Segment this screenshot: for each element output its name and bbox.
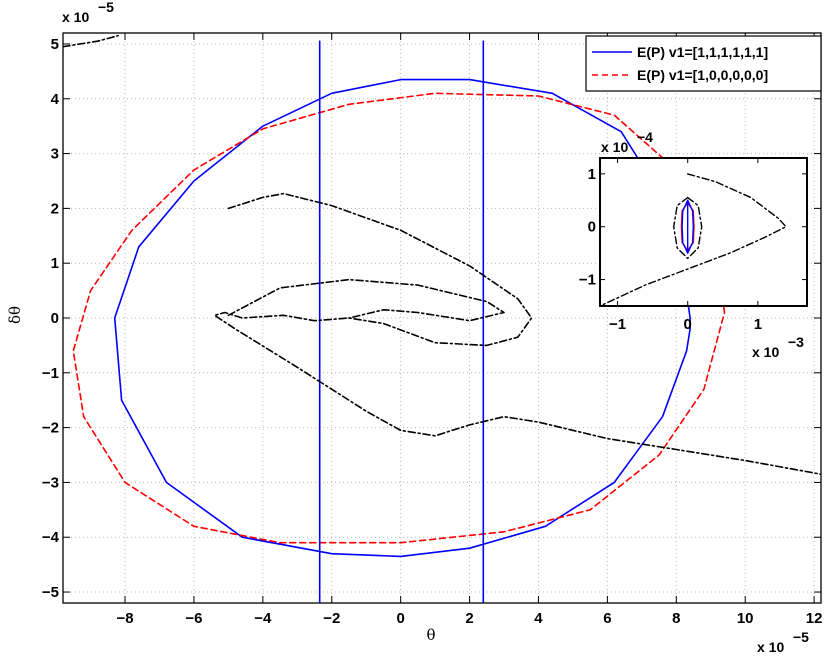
x-axis-label: θ: [426, 626, 435, 644]
inset-x-multiplier-label: x 10: [752, 344, 779, 360]
main-y-tick-label-4: −1: [42, 365, 59, 382]
inset-y-multiplier-exponent: −4: [637, 129, 653, 145]
x-multiplier-label: x 10: [757, 639, 784, 655]
main-x-tick-label-10: 12: [806, 610, 823, 627]
main-series-group: [63, 34, 821, 603]
y-axis-label: δθ: [6, 306, 24, 324]
inset-background: [600, 158, 807, 306]
inset-y-tick-label-2: 1: [588, 166, 596, 183]
inset-x-multiplier-exponent: −3: [788, 334, 804, 350]
main-axes-frame: [62, 32, 822, 604]
main-y-tick-label-9: 4: [51, 91, 60, 108]
inset-x-tick-label-2: 1: [754, 316, 762, 333]
main-y-tick-label-8: 3: [51, 146, 59, 163]
inset-y-multiplier-label: x 10: [601, 139, 628, 155]
inset-x-tick-label-0: −1: [609, 316, 626, 333]
main-x-tick-label-6: 4: [534, 610, 543, 627]
main-x-tick-label-5: 2: [465, 610, 473, 627]
x-multiplier-exponent: −5: [793, 629, 809, 645]
main-x-tick-label-2: −4: [254, 610, 272, 627]
main-x-tick-label-4: 0: [396, 610, 404, 627]
inset-y-tick-label-0: −1: [579, 272, 596, 289]
main-y-tick-label-6: 1: [51, 255, 59, 272]
legend: E(P) v1=[1,1,1,1,1,1] E(P) v1=[1,0,0,0,0…: [585, 35, 822, 92]
main-x-tick-label-8: 8: [672, 610, 680, 627]
main-plot-area: [63, 34, 821, 603]
y-multiplier-exponent: −5: [98, 0, 114, 15]
main-y-tick-label-2: −3: [42, 474, 59, 491]
main-y-tick-label-5: 0: [51, 310, 59, 327]
main-y-ticks: −5 −4 −3 −2 −1 0 1 2 3 4 5: [42, 36, 821, 601]
inset-series-line-0: [600, 173, 787, 306]
legend-box: [585, 35, 822, 92]
main-series-line-4: [213, 192, 821, 475]
inset-series-group: [600, 173, 787, 306]
legend-label-series-1: E(P) v1=[1,1,1,1,1,1]: [637, 44, 768, 60]
inset-y-tick-label-1: 0: [588, 219, 596, 236]
main-x-tick-label-7: 6: [603, 610, 611, 627]
main-y-tick-label-7: 2: [51, 200, 59, 217]
main-y-tick-label-0: −5: [42, 584, 59, 601]
legend-label-series-2: E(P) v1=[1,0,0,0,0,0]: [637, 67, 768, 83]
main-y-tick-label-1: −4: [42, 529, 60, 546]
main-series-line-6: [63, 34, 119, 48]
main-x-ticks: −8 −6 −4 −2 0 2 4 6 8 10 12: [116, 33, 822, 627]
inset-axes: −1 0 1 −1 0 1 x 10 −4 x 10 −3: [579, 129, 808, 360]
inset-plot-area: [600, 173, 787, 306]
main-x-tick-label-9: 10: [737, 610, 754, 627]
inset-x-tick-label-1: 0: [684, 316, 692, 333]
main-y-tick-label-10: 5: [51, 36, 59, 53]
inset-frame: [599, 157, 808, 307]
main-x-tick-label-0: −8: [116, 610, 133, 627]
main-x-tick-label-3: −2: [323, 610, 340, 627]
inset-series-line-1: [673, 196, 703, 260]
y-multiplier-label: x 10: [62, 9, 89, 25]
main-series-line-1: [72, 92, 726, 544]
main-x-tick-label-1: −6: [185, 610, 202, 627]
main-series-line-5: [227, 278, 505, 322]
main-y-tick-label-3: −2: [42, 420, 59, 437]
